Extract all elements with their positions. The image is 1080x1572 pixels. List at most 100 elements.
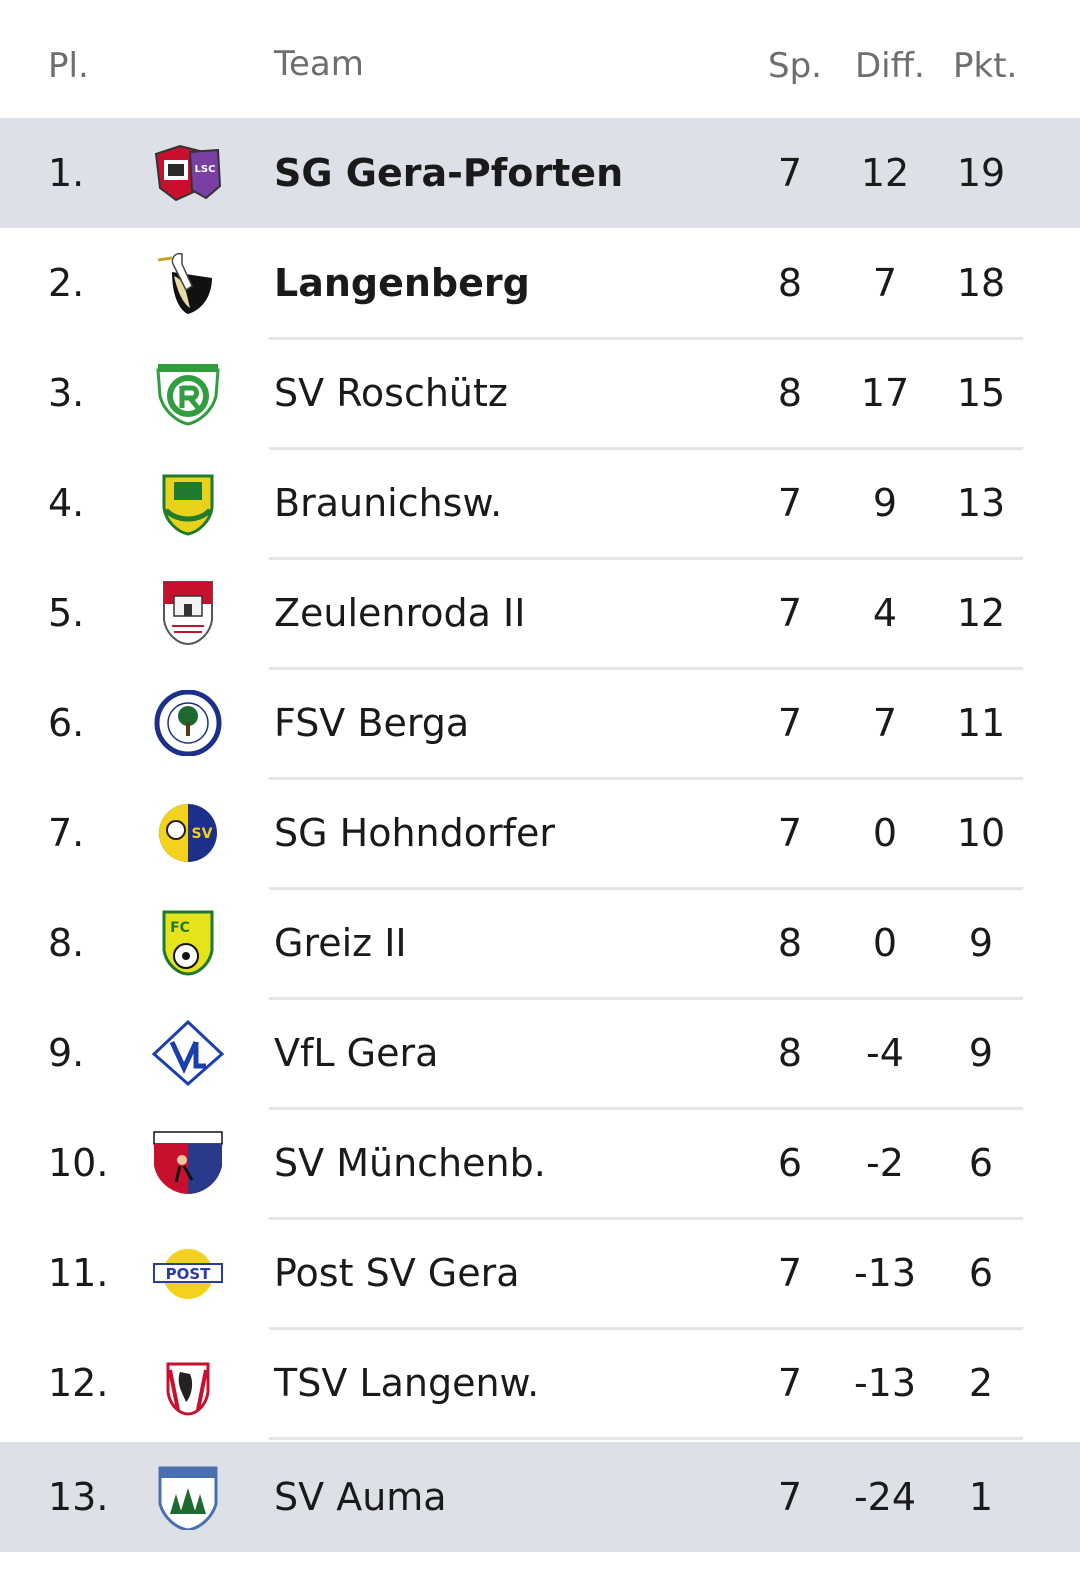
- team-name: Langenberg: [274, 261, 530, 305]
- position: 1.: [48, 151, 85, 195]
- team-name: Zeulenroda II: [274, 591, 526, 635]
- table-row[interactable]: 7. SV SG Hohndorfer 7 0 10: [0, 778, 1080, 890]
- table-row[interactable]: 5. Zeulenroda II 7 4 12: [0, 558, 1080, 670]
- team-name: SG Gera-Pforten: [274, 151, 624, 195]
- points: 1: [968, 1475, 994, 1519]
- vfl-gera-logo-icon: [152, 1020, 224, 1086]
- points: 13: [956, 481, 1006, 525]
- points: 19: [956, 151, 1006, 195]
- header-team: Team: [274, 44, 364, 84]
- table-row[interactable]: 8. FC Greiz II 8 0 9: [0, 888, 1080, 1000]
- table-row[interactable]: 2. Langenberg 8 7 18: [0, 228, 1080, 340]
- goal-difference: -13: [853, 1251, 917, 1295]
- position: 12.: [48, 1361, 109, 1405]
- table-row[interactable]: 11. POST Post SV Gera 7 -13 6: [0, 1218, 1080, 1330]
- points: 18: [956, 261, 1006, 305]
- row-divider: [269, 1107, 1023, 1110]
- svg-text:FC: FC: [170, 920, 190, 936]
- sv-muenchenbernsdorf-logo-icon: [153, 1131, 223, 1194]
- table-row[interactable]: 13. SV Auma 7 -24 1: [0, 1442, 1080, 1552]
- table-header: Pl. Team Sp. Diff. Pkt.: [0, 0, 1080, 118]
- position: 6.: [48, 701, 85, 745]
- team-name: SV Roschütz: [274, 371, 508, 415]
- table-row[interactable]: 12. TSV Langenw. 7 -13 2: [0, 1328, 1080, 1440]
- table-row[interactable]: 6. FSV Berga 7 7 11: [0, 668, 1080, 780]
- points: 6: [968, 1251, 994, 1295]
- position: 8.: [48, 921, 85, 965]
- team-name: Post SV Gera: [274, 1251, 520, 1295]
- svg-text:LSC: LSC: [195, 164, 216, 175]
- tsv-langenwetzendorf-logo-icon: [166, 1352, 210, 1416]
- games-played: 8: [777, 261, 803, 305]
- team-name: VfL Gera: [274, 1031, 439, 1075]
- sg-gera-pforten-logo-icon: LSC: [154, 144, 222, 202]
- position: 4.: [48, 481, 85, 525]
- sg-hohndorfer-logo-icon: SV: [159, 804, 217, 862]
- points: 6: [968, 1141, 994, 1185]
- team-name: TSV Langenw.: [274, 1361, 540, 1405]
- zeulenroda-logo-icon: [163, 581, 213, 646]
- team-name: SV Münchenb.: [274, 1141, 546, 1185]
- points: 9: [968, 1031, 994, 1075]
- sv-auma-logo-icon: [158, 1466, 218, 1530]
- position: 3.: [48, 371, 85, 415]
- row-divider: [269, 447, 1023, 450]
- team-name: Greiz II: [274, 921, 407, 965]
- greiz-logo-icon: FC: [162, 910, 214, 976]
- position: 11.: [48, 1251, 109, 1295]
- row-divider: [269, 1217, 1023, 1220]
- points: 11: [956, 701, 1006, 745]
- goal-difference: 17: [860, 371, 910, 415]
- games-played: 8: [777, 371, 803, 415]
- row-divider: [269, 997, 1023, 1000]
- games-played: 7: [777, 481, 803, 525]
- goal-difference: 0: [872, 811, 898, 855]
- points: 10: [956, 811, 1006, 855]
- header-points: Pkt.: [953, 46, 1018, 86]
- table-row[interactable]: 3. SV Roschütz 8 17 15: [0, 338, 1080, 450]
- goal-difference: -24: [853, 1475, 917, 1519]
- points: 12: [956, 591, 1006, 635]
- langenberg-logo-icon: [157, 252, 212, 314]
- team-name: SV Auma: [274, 1475, 447, 1519]
- svg-text:SV: SV: [192, 826, 213, 842]
- sv-roschuetz-logo-icon: [156, 364, 220, 426]
- points: 9: [968, 921, 994, 965]
- position: 10.: [48, 1141, 109, 1185]
- goal-difference: 4: [872, 591, 898, 635]
- games-played: 7: [777, 591, 803, 635]
- team-name: Braunichsw.: [274, 481, 503, 525]
- row-divider: [269, 337, 1023, 340]
- row-divider: [269, 557, 1023, 560]
- games-played: 7: [777, 1251, 803, 1295]
- position: 9.: [48, 1031, 85, 1075]
- svg-text:POST: POST: [166, 1265, 212, 1283]
- row-divider: [269, 1327, 1023, 1330]
- team-name: SG Hohndorfer: [274, 811, 556, 855]
- games-played: 8: [777, 1031, 803, 1075]
- row-divider: [269, 667, 1023, 670]
- position: 13.: [48, 1475, 109, 1519]
- position: 5.: [48, 591, 85, 635]
- post-sv-gera-logo-icon: POST: [153, 1247, 223, 1301]
- position: 2.: [48, 261, 85, 305]
- table-row[interactable]: 1. LSC SG Gera-Pforten 7 12 19: [0, 118, 1080, 228]
- position: 7.: [48, 811, 85, 855]
- goal-difference: -4: [866, 1031, 904, 1075]
- goal-difference: -2: [866, 1141, 904, 1185]
- goal-difference: 0: [872, 921, 898, 965]
- goal-difference: 7: [872, 261, 898, 305]
- team-name: FSV Berga: [274, 701, 470, 745]
- goal-difference: 7: [872, 701, 898, 745]
- points: 15: [956, 371, 1006, 415]
- goal-difference: -13: [853, 1361, 917, 1405]
- header-position: Pl.: [48, 46, 89, 86]
- fsv-berga-logo-icon: [154, 690, 222, 756]
- table-row[interactable]: 9. VfL Gera 8 -4 9: [0, 998, 1080, 1110]
- table-row[interactable]: 4. Braunichsw. 7 9 13: [0, 448, 1080, 560]
- games-played: 8: [777, 921, 803, 965]
- table-row[interactable]: 10. SV Münchenb. 6 -2 6: [0, 1108, 1080, 1220]
- header-games: Sp.: [768, 46, 822, 86]
- games-played: 7: [777, 1361, 803, 1405]
- games-played: 7: [777, 1475, 803, 1519]
